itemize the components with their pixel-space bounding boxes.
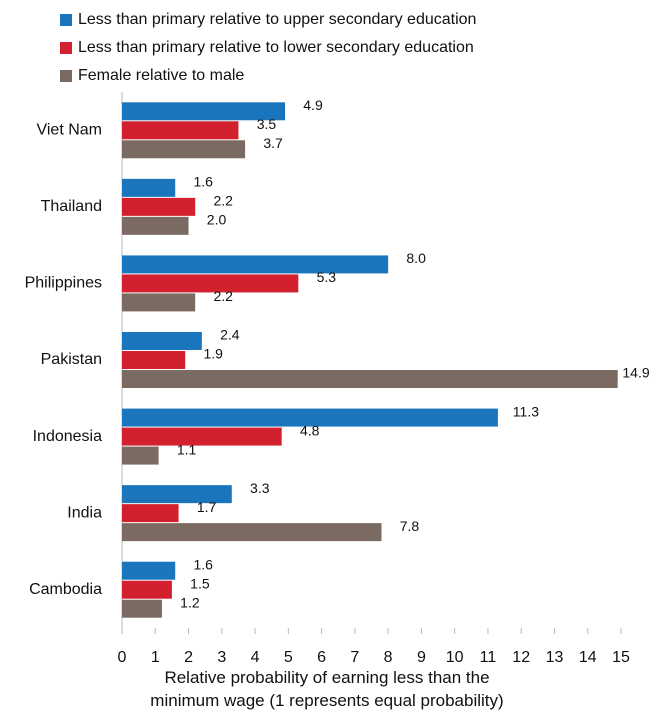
bar xyxy=(122,523,382,542)
x-tick-label: 3 xyxy=(217,649,226,666)
value-label: 3.3 xyxy=(250,480,270,496)
value-label: 2.2 xyxy=(213,288,233,304)
y-tick-label: Pakistan xyxy=(41,351,102,368)
value-label: 1.5 xyxy=(190,575,210,591)
value-label: 1.7 xyxy=(197,499,217,515)
legend-swatch xyxy=(60,42,72,54)
value-label: 1.2 xyxy=(180,594,200,610)
x-axis-label: Relative probability of earning less tha… xyxy=(150,668,504,710)
bar xyxy=(122,599,162,618)
x-tick-label: 9 xyxy=(417,649,426,666)
bar xyxy=(122,255,389,274)
bar xyxy=(122,561,176,580)
legend-swatch xyxy=(60,14,72,26)
bar xyxy=(122,197,196,216)
x-tick-label: 14 xyxy=(579,649,597,666)
bar xyxy=(122,332,202,350)
x-tick-label: 10 xyxy=(446,649,464,666)
value-label: 7.8 xyxy=(400,518,420,534)
value-label: 2.0 xyxy=(207,212,227,228)
x-tick-label: 6 xyxy=(317,649,326,666)
value-label: 1.9 xyxy=(203,346,223,362)
x-tick-label: 12 xyxy=(512,649,530,666)
x-tick-label: 7 xyxy=(350,649,359,666)
legend-label: Female relative to male xyxy=(78,67,244,84)
value-label: 1.6 xyxy=(193,174,213,190)
bar xyxy=(122,216,189,235)
x-tick-label: 2 xyxy=(184,649,193,666)
y-tick-label: Philippines xyxy=(25,275,102,292)
value-label: 4.8 xyxy=(300,422,320,438)
bar xyxy=(122,370,618,388)
bar xyxy=(122,427,282,446)
y-tick-label: Indonesia xyxy=(33,428,102,445)
x-tick-label: 11 xyxy=(480,649,497,666)
legend-swatch xyxy=(60,70,72,82)
y-tick-label: Thailand xyxy=(41,198,102,215)
legend-label: Less than primary relative to upper seco… xyxy=(78,11,476,28)
bar xyxy=(122,504,179,523)
x-tick-label: 0 xyxy=(118,649,127,666)
value-label: 11.3 xyxy=(513,403,539,419)
value-label: 3.5 xyxy=(257,116,277,132)
value-label: 8.0 xyxy=(406,250,426,266)
x-tick-label: 8 xyxy=(384,649,393,666)
y-tick-label: India xyxy=(67,504,102,521)
bar xyxy=(122,293,196,312)
value-label: 5.3 xyxy=(317,269,337,285)
bar xyxy=(122,178,176,197)
legend-label: Less than primary relative to lower seco… xyxy=(78,39,474,56)
bar xyxy=(122,102,286,121)
bar xyxy=(122,580,172,599)
value-label: 4.9 xyxy=(303,97,323,113)
x-tick-label: 13 xyxy=(546,649,564,666)
value-label: 14.9 xyxy=(622,365,649,381)
x-tick-label: 15 xyxy=(612,649,630,666)
x-tick-label: 4 xyxy=(251,649,260,666)
x-tick-label: 1 xyxy=(151,649,160,666)
value-label: 2.2 xyxy=(213,193,233,209)
bar xyxy=(122,408,498,427)
y-tick-label: Cambodia xyxy=(29,581,102,598)
bar xyxy=(122,446,159,465)
y-tick-label: Viet Nam xyxy=(36,122,102,139)
bar xyxy=(122,121,239,140)
bar xyxy=(122,274,299,293)
x-tick-label: 5 xyxy=(284,649,293,666)
value-label: 1.6 xyxy=(193,556,213,572)
bar xyxy=(122,351,186,369)
value-label: 1.1 xyxy=(177,441,197,457)
value-label: 2.4 xyxy=(220,327,240,343)
bar xyxy=(122,140,246,159)
value-label: 3.7 xyxy=(263,135,283,151)
bar xyxy=(122,485,232,504)
